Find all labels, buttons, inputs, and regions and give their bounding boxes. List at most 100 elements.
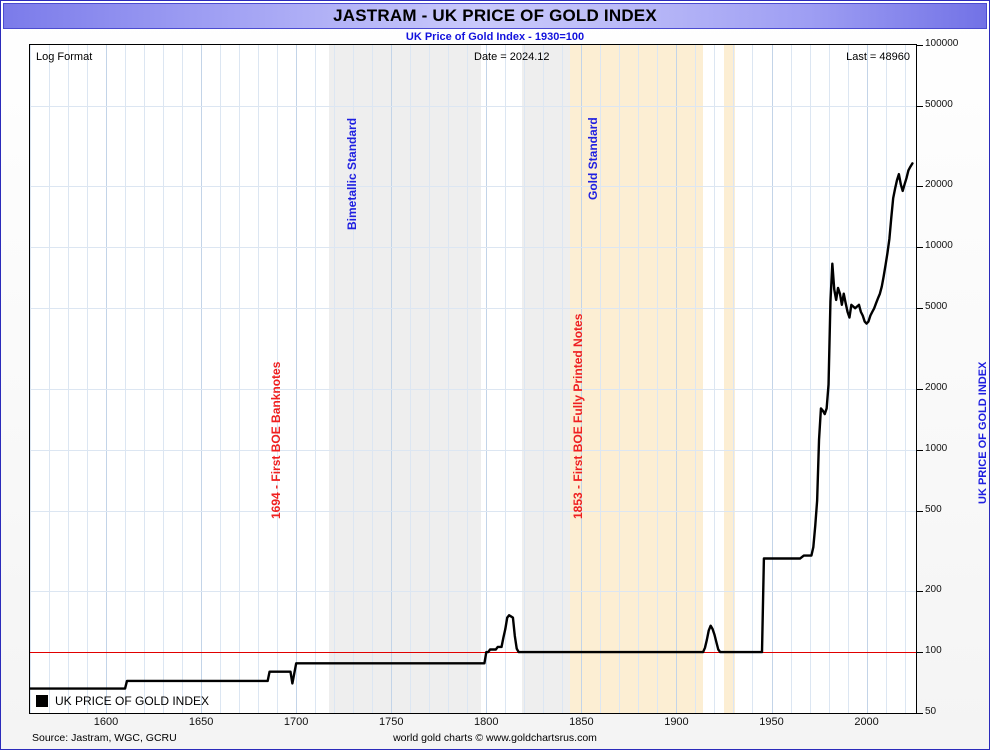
gridline-vertical bbox=[657, 45, 658, 713]
gridline-vertical bbox=[391, 45, 392, 713]
legend-swatch-icon bbox=[36, 695, 48, 707]
gridline-vertical bbox=[772, 45, 773, 713]
gridline-vertical bbox=[87, 45, 88, 713]
gridline-vertical bbox=[334, 45, 335, 713]
x-tick-label: 1600 bbox=[93, 716, 119, 728]
band-label-gold-standard: Gold Standard bbox=[585, 117, 600, 200]
gridline-vertical bbox=[220, 45, 221, 713]
gridline-vertical bbox=[505, 45, 506, 713]
gridline-vertical bbox=[676, 45, 677, 713]
gridline-vertical bbox=[486, 45, 487, 713]
gridline-vertical bbox=[467, 45, 468, 713]
plot-area[interactable]: Log Format Date = 2024.12 Last = 48960 U… bbox=[29, 44, 917, 714]
gridline-vertical bbox=[182, 45, 183, 713]
y-tick-label: 20000 bbox=[925, 179, 953, 191]
y-tick-mark bbox=[917, 247, 923, 249]
gridline-vertical bbox=[543, 45, 544, 713]
gridline-vertical bbox=[30, 45, 31, 713]
gridline-vertical bbox=[68, 45, 69, 713]
gridline-vertical bbox=[714, 45, 715, 713]
gridline-vertical bbox=[144, 45, 145, 713]
y-tick-mark bbox=[917, 591, 923, 593]
source-note: Source: Jastram, WGC, GCRU bbox=[32, 732, 177, 744]
y-tick-label: 500 bbox=[925, 503, 942, 515]
x-tick-label: 1700 bbox=[283, 716, 309, 728]
gridline-horizontal bbox=[30, 186, 916, 187]
gridline-horizontal bbox=[30, 389, 916, 390]
gridline-vertical bbox=[296, 45, 297, 713]
gridline-vertical bbox=[562, 45, 563, 713]
gridline-vertical bbox=[848, 45, 849, 713]
gridline-vertical bbox=[886, 45, 887, 713]
band-label-bimetallic-standard: Bimetallic Standard bbox=[344, 117, 359, 230]
gridline-vertical bbox=[733, 45, 734, 713]
gridline-vertical bbox=[315, 45, 316, 713]
gridline-vertical bbox=[695, 45, 696, 713]
y-tick-mark bbox=[917, 652, 923, 654]
gridline-vertical bbox=[448, 45, 449, 713]
credit-note: world gold charts © www.goldchartsrus.co… bbox=[393, 732, 597, 744]
y-tick-mark bbox=[917, 105, 923, 107]
gridline-vertical bbox=[867, 45, 868, 713]
gridline-horizontal bbox=[30, 106, 916, 107]
gridline-vertical bbox=[163, 45, 164, 713]
y-tick-label: 50000 bbox=[925, 98, 953, 110]
y-tick-mark bbox=[917, 713, 923, 714]
y-tick-label: 50 bbox=[925, 706, 937, 717]
y-tick-mark bbox=[917, 186, 923, 188]
gridline-vertical bbox=[429, 45, 430, 713]
gridline-vertical bbox=[829, 45, 830, 713]
y-tick-mark bbox=[917, 388, 923, 390]
gridline-vertical bbox=[258, 45, 259, 713]
legend-label: UK PRICE OF GOLD INDEX bbox=[55, 694, 210, 708]
y-tick-label: 200 bbox=[925, 584, 942, 596]
plot-canvas: Log Format Date = 2024.12 Last = 48960 U… bbox=[30, 45, 916, 713]
y-tick-label: 100 bbox=[925, 645, 942, 657]
gridline-vertical bbox=[810, 45, 811, 713]
gridline-vertical bbox=[752, 45, 753, 713]
date-label: Date = 2024.12 bbox=[474, 51, 550, 63]
chart-subtitle: UK Price of Gold Index - 1930=100 bbox=[405, 31, 585, 43]
gridline-vertical bbox=[638, 45, 639, 713]
gridline-vertical bbox=[905, 45, 906, 713]
gridline-horizontal bbox=[30, 450, 916, 451]
y-axis-title: UK PRICE OF GOLD INDEX bbox=[977, 361, 989, 504]
y-tick-label: 100000 bbox=[925, 38, 959, 49]
gridline-horizontal bbox=[30, 247, 916, 248]
gridline-vertical bbox=[791, 45, 792, 713]
x-tick-label: 1850 bbox=[569, 716, 594, 728]
log-format-label: Log Format bbox=[36, 51, 93, 63]
window-title: JASTRAM - UK PRICE OF GOLD INDEX bbox=[333, 6, 657, 25]
gridline-vertical bbox=[49, 45, 50, 713]
y-tick-mark bbox=[917, 308, 923, 310]
y-axis: UK PRICE OF GOLD INDEX 50 100 200 500 1000 20… bbox=[917, 38, 990, 717]
x-tick-label: 2000 bbox=[854, 716, 879, 728]
x-tick-label: 1750 bbox=[378, 716, 404, 728]
gridline-vertical bbox=[372, 45, 373, 713]
gridline-horizontal bbox=[30, 511, 916, 512]
gridline-vertical bbox=[239, 45, 240, 713]
y-tick-label: 1000 bbox=[925, 442, 948, 454]
gridline-vertical bbox=[125, 45, 126, 713]
gridline-vertical bbox=[410, 45, 411, 713]
chart-legend[interactable]: UK PRICE OF GOLD INDEX bbox=[36, 694, 209, 708]
y-tick-label: 5000 bbox=[925, 301, 948, 313]
event-annotation-1853: 1853 - First BOE Fully Printed Notes bbox=[571, 313, 586, 519]
x-tick-label: 1800 bbox=[474, 716, 499, 728]
y-tick-label: 2000 bbox=[925, 381, 948, 393]
gridline-vertical bbox=[201, 45, 202, 713]
y-tick-mark bbox=[917, 45, 923, 46]
gridline-horizontal bbox=[30, 591, 916, 592]
y-tick-label: 10000 bbox=[925, 240, 953, 252]
gridline-horizontal bbox=[30, 308, 916, 309]
y-tick-mark bbox=[917, 449, 923, 451]
gridline-vertical bbox=[106, 45, 107, 713]
event-annotation-1694: 1694 - First BOE Banknotes bbox=[268, 361, 283, 519]
gridline-vertical bbox=[600, 45, 601, 713]
x-tick-label: 1650 bbox=[188, 716, 214, 728]
x-axis: 1600 1650 1700 1750 1800 1850 1900 1950 2000 bbox=[29, 714, 917, 732]
reference-line-100 bbox=[30, 652, 916, 653]
x-tick-label: 1950 bbox=[759, 716, 784, 728]
window-titlebar: JASTRAM - UK PRICE OF GOLD INDEX bbox=[3, 3, 987, 29]
